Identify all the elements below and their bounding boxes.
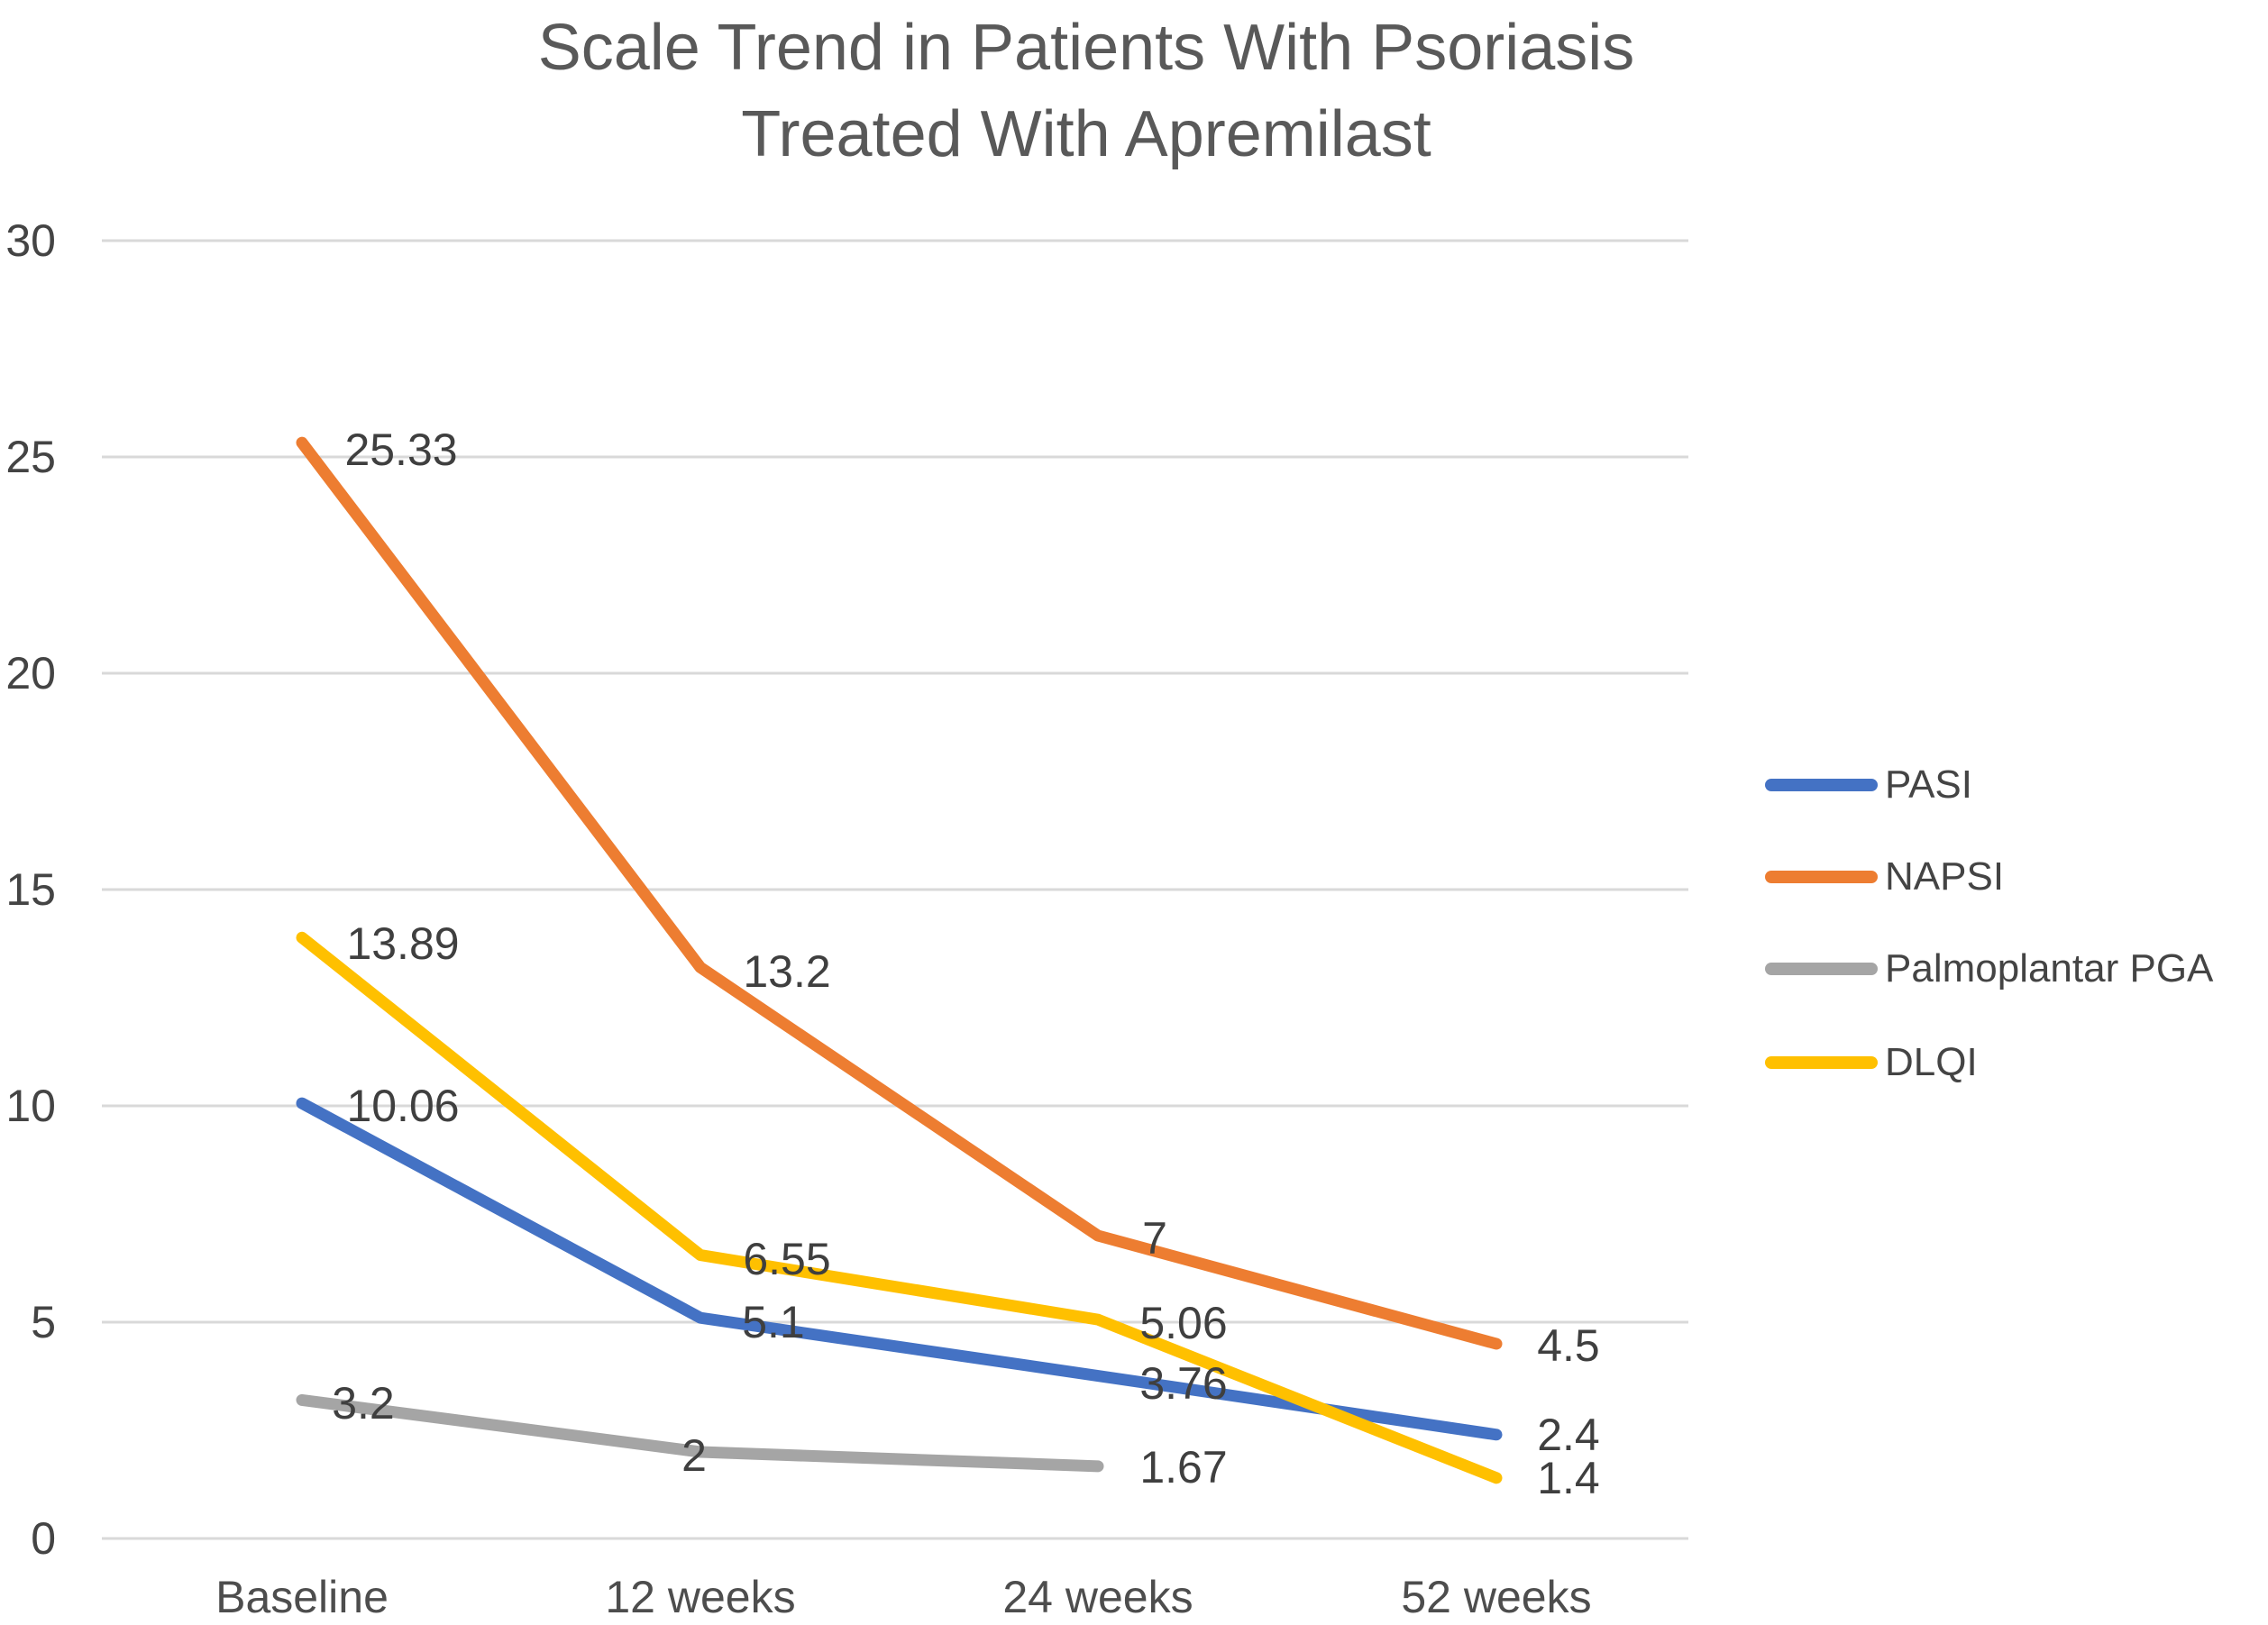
data-label-dlqi-1: 6.55 — [743, 1234, 830, 1284]
data-labels-napsi: 25.33 13.2 7 4.5 — [344, 425, 1599, 1371]
legend-label-napsi: NAPSI — [1885, 854, 2005, 899]
data-label-pasi-3: 2.4 — [1537, 1410, 1600, 1460]
legend-label-pasi: PASI — [1885, 762, 1973, 807]
x-category-label-baseline: Baseline — [215, 1572, 389, 1622]
data-labels-dlqi: 13.89 6.55 5.06 1.4 — [346, 918, 1599, 1503]
y-tick-label: 20 — [5, 648, 56, 698]
legend-swatch-palmoplantar-pga-icon — [1765, 963, 1878, 975]
data-label-dlqi-3: 1.4 — [1537, 1453, 1600, 1503]
x-category-label-24-weeks: 24 weeks — [1002, 1572, 1193, 1622]
legend-swatch-dlqi-icon — [1765, 1056, 1878, 1069]
legend-item-dlqi: DLQI — [1765, 1040, 1978, 1084]
data-label-pasi-0: 10.06 — [346, 1081, 459, 1131]
x-category-label-12-weeks: 12 weeks — [605, 1572, 795, 1622]
data-labels-pasi: 10.06 5.1 3.76 2.4 — [346, 1081, 1599, 1460]
chart-title: Scale Trend in Patients With Psoriasis T… — [0, 5, 2172, 178]
data-label-napsi-2: 7 — [1142, 1213, 1167, 1264]
legend-label-dlqi: DLQI — [1885, 1040, 1978, 1084]
y-tick-label: 10 — [5, 1081, 56, 1131]
legend-swatch-napsi-icon — [1765, 871, 1878, 883]
data-label-palmoplantar-pga-1: 2 — [681, 1430, 707, 1481]
series-line-pasi — [296, 1097, 1503, 1441]
data-label-palmoplantar-pga-0: 3.2 — [332, 1378, 395, 1429]
data-label-dlqi-2: 5.06 — [1139, 1298, 1227, 1348]
x-category-label-52-weeks: 52 weeks — [1401, 1572, 1591, 1622]
y-tick-label: 0 — [31, 1513, 56, 1564]
data-label-napsi-0: 25.33 — [344, 425, 457, 475]
legend-item-napsi: NAPSI — [1765, 854, 2005, 899]
y-tick-label: 25 — [5, 432, 56, 482]
data-labels-palmoplantar-pga: 3.2 2 1.67 — [332, 1378, 1227, 1493]
y-tick-label: 30 — [5, 215, 56, 266]
chart-title-line2: Treated With Apremilast — [741, 97, 1431, 170]
y-axis-tick-labels: 0 5 10 15 20 25 30 — [5, 215, 56, 1564]
legend-item-pasi: PASI — [1765, 762, 1973, 807]
x-axis-category-labels: Baseline 12 weeks 24 weeks 52 weeks — [215, 1572, 1592, 1622]
y-tick-label: 15 — [5, 864, 56, 915]
legend-item-palmoplantar-pga: Palmoplantar PGA — [1765, 946, 2214, 991]
data-label-napsi-1: 13.2 — [743, 946, 830, 997]
chart-title-line1: Scale Trend in Patients With Psoriasis — [537, 12, 1635, 84]
series-line-palmoplantar-pga — [296, 1393, 1104, 1473]
data-label-napsi-3: 4.5 — [1537, 1320, 1600, 1371]
legend-swatch-pasi-icon — [1765, 779, 1878, 791]
data-label-pasi-2: 3.76 — [1139, 1358, 1227, 1409]
data-label-dlqi-0: 13.89 — [346, 918, 459, 969]
data-label-palmoplantar-pga-2: 1.67 — [1139, 1442, 1227, 1493]
series-line-napsi — [296, 436, 1503, 1350]
data-label-pasi-1: 5.1 — [742, 1297, 805, 1347]
y-tick-label: 5 — [31, 1297, 56, 1347]
legend-label-palmoplantar-pga: Palmoplantar PGA — [1885, 946, 2214, 991]
series-line-dlqi — [296, 931, 1503, 1484]
